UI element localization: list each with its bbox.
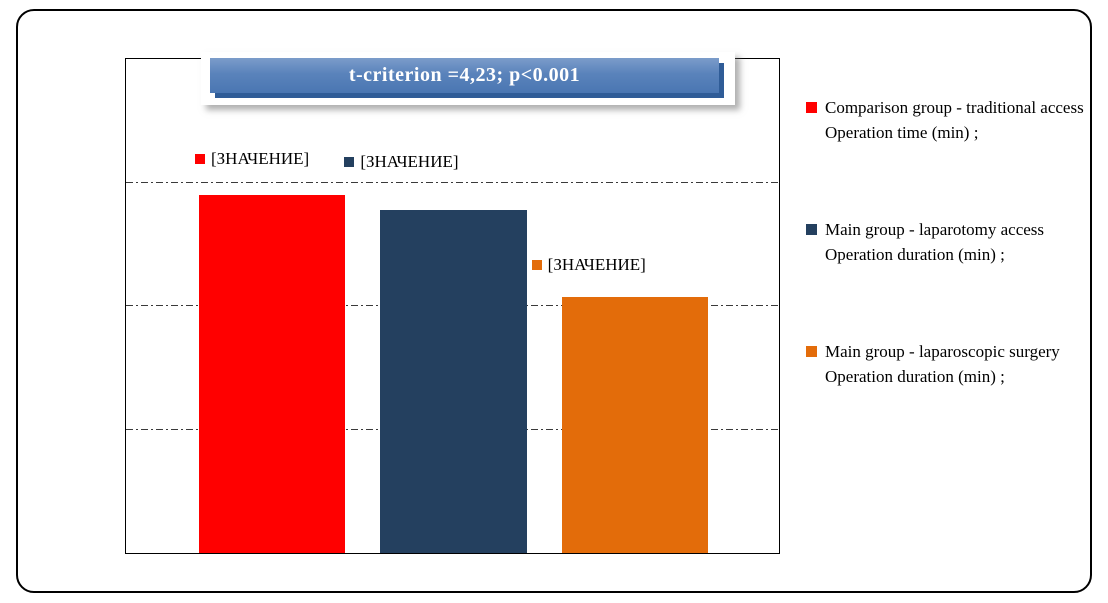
bar-label-swatch-icon xyxy=(195,153,205,164)
bars: [ЗНАЧЕНИЕ] [ЗНАЧЕНИЕ] [ЗНАЧЕНИЕ] xyxy=(126,59,779,553)
bar-data-label: [ЗНАЧЕНИЕ] xyxy=(531,254,646,275)
legend-swatch-icon xyxy=(806,224,817,235)
bar-data-label: [ЗНАЧЕНИЕ] xyxy=(344,152,459,172)
bar-data-label: [ЗНАЧЕНИЕ] xyxy=(195,149,309,169)
gridline xyxy=(126,181,779,183)
bar-group: [ЗНАЧЕНИЕ] xyxy=(195,59,346,553)
bar-label-swatch-icon xyxy=(531,259,542,270)
legend-item: Comparison group - traditional access Op… xyxy=(806,95,1106,145)
bar-group: [ЗНАЧЕНИЕ] xyxy=(344,59,527,553)
title-banner: t-criterion =4,23; p<0.001 xyxy=(210,58,719,93)
title-banner-panel: t-criterion =4,23; p<0.001 xyxy=(201,52,735,105)
slide-border-frame: [ЗНАЧЕНИЕ] [ЗНАЧЕНИЕ] [ЗНАЧЕНИЕ] t-crite… xyxy=(16,9,1092,593)
bar xyxy=(380,210,527,553)
bar-label-text: [ЗНАЧЕНИЕ] xyxy=(211,148,310,168)
bar xyxy=(561,296,708,553)
bar-group: [ЗНАЧЕНИЕ] xyxy=(531,59,708,553)
legend-swatch-icon xyxy=(806,102,817,113)
bar-label-text: [ЗНАЧЕНИЕ] xyxy=(547,254,646,274)
legend-label: Comparison group - traditional access Op… xyxy=(825,98,1084,142)
chart-title: t-criterion =4,23; p<0.001 xyxy=(348,64,581,86)
legend-swatch-icon xyxy=(806,346,817,357)
legend-label: Main group - laparoscopic surgery Operat… xyxy=(825,342,1060,386)
legend-item: Main group - laparoscopic surgery Operat… xyxy=(806,339,1106,389)
legend-label: Main group - laparotomy access Operation… xyxy=(825,220,1045,264)
bar-label-text: [ЗНАЧЕНИЕ] xyxy=(360,152,459,172)
legend-item: Main group - laparotomy access Operation… xyxy=(806,217,1106,267)
bar xyxy=(199,194,346,553)
plot-area: [ЗНАЧЕНИЕ] [ЗНАЧЕНИЕ] [ЗНАЧЕНИЕ] xyxy=(125,58,780,554)
bar-label-swatch-icon xyxy=(344,157,355,168)
legend: Comparison group - traditional access Op… xyxy=(806,95,1106,389)
